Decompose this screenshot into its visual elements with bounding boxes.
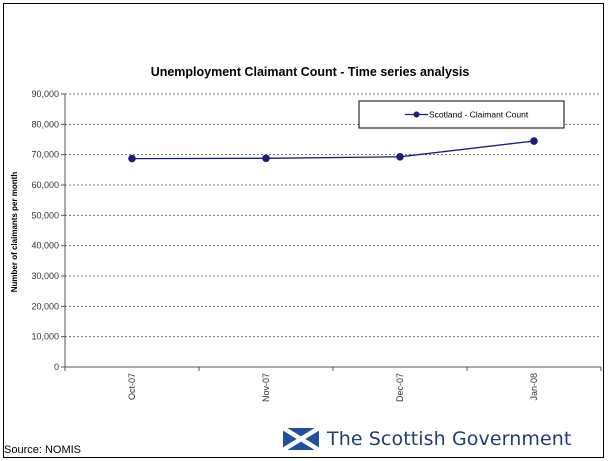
legend-entry-label: Scotland - Claimant Count [429, 110, 529, 120]
x-tick-label: Nov-07 [261, 373, 271, 402]
y-tick-label: 50,000 [31, 210, 59, 220]
y-axis-label: Number of claimants per month [10, 172, 19, 293]
y-tick-labels: 0 10,000 20,000 30,000 40,000 50,000 60,000 70,… [31, 89, 59, 372]
y-tick-label: 10,000 [31, 332, 59, 342]
legend-box [358, 100, 565, 129]
gridlines [65, 93, 601, 338]
y-tick-label: 80,000 [31, 119, 59, 129]
scottish-government-logo: The Scottish Government [283, 425, 571, 453]
series-line [131, 140, 535, 160]
chart-title: Unemployment Claimant Count - Time serie… [151, 65, 470, 79]
logo-text: The Scottish Government [327, 428, 572, 450]
slide-frame [3, 3, 604, 458]
y-tick-label: 60,000 [31, 180, 59, 190]
y-tick-label: 70,000 [31, 150, 59, 160]
saltire-flag-icon [283, 428, 319, 450]
x-tick-label: Jan-08 [529, 373, 539, 401]
y-tick-label: 20,000 [31, 301, 59, 311]
data-point [396, 152, 404, 161]
x-tick-label: Dec-07 [395, 373, 405, 402]
data-point [530, 137, 538, 145]
data-point [128, 154, 136, 163]
y-tick-label: 90,000 [31, 89, 59, 99]
x-tick-label: Oct-07 [127, 373, 137, 400]
axes [61, 93, 602, 371]
y-tick-label: 30,000 [31, 271, 59, 281]
data-point [262, 154, 270, 163]
x-tick-labels: Oct-07 Nov-07 Dec-07 Jan-08 [127, 373, 539, 402]
y-tick-label: 40,000 [31, 241, 59, 251]
legend: Scotland - Claimant Count [358, 100, 565, 129]
legend-point-marker [413, 111, 420, 118]
source-note: Source: NOMIS [4, 444, 82, 456]
y-tick-label: 0 [54, 362, 59, 372]
series-group [128, 137, 538, 163]
